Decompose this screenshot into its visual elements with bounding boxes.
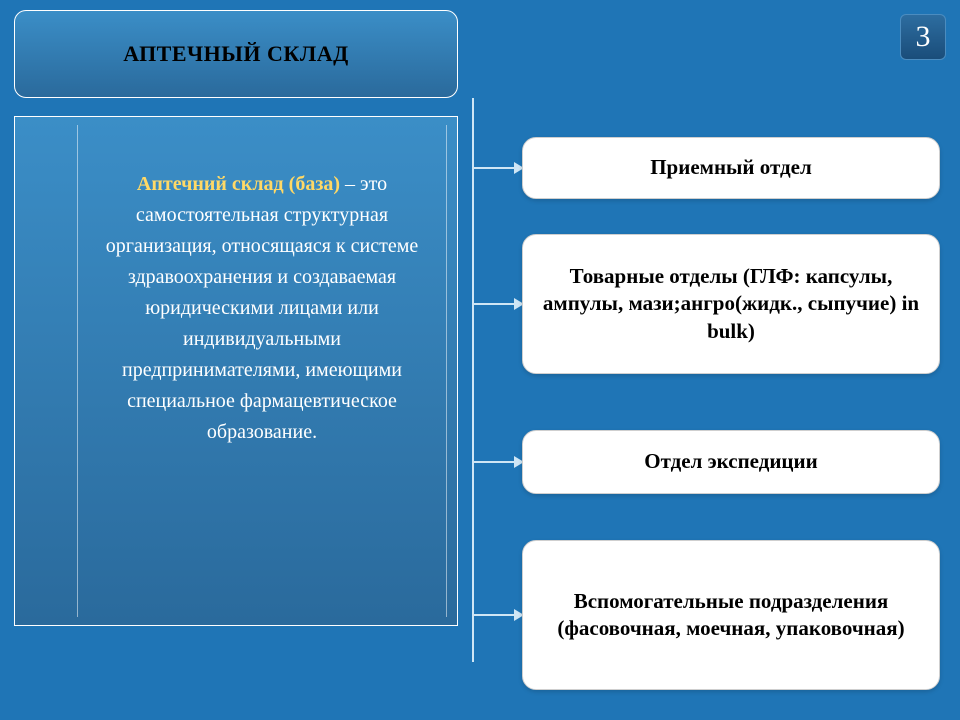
connector-arrow [473,303,522,305]
department-label: Товарные отделы (ГЛФ: капсулы, ампулы, м… [537,263,925,345]
connector-arrow [473,614,522,616]
department-box: Приемный отдел [522,137,940,199]
department-label: Вспомогательные подразделения (фасовочна… [537,588,925,643]
page-number: 3 [900,14,946,60]
page-number-text: 3 [916,20,931,54]
department-label: Приемный отдел [650,154,812,181]
department-box: Вспомогательные подразделения (фасовочна… [522,540,940,690]
definition-body: – это самостоятельная структурная органи… [106,173,419,443]
connector-trunk [472,98,474,662]
diagram-root-box: АПТЕЧНЫЙ СКЛАД [14,10,458,98]
diagram-root-title: АПТЕЧНЫЙ СКЛАД [123,41,349,67]
department-box: Товарные отделы (ГЛФ: капсулы, ампулы, м… [522,234,940,374]
department-box: Отдел экспедиции [522,430,940,494]
definition-text: Аптечний склад (база) – это самостоятель… [77,125,447,617]
department-label: Отдел экспедиции [644,448,818,475]
connector-arrow [473,461,522,463]
connector-arrow [473,167,522,169]
definition-term: Аптечний склад (база) [137,173,340,195]
definition-panel: Аптечний склад (база) – это самостоятель… [14,116,458,626]
